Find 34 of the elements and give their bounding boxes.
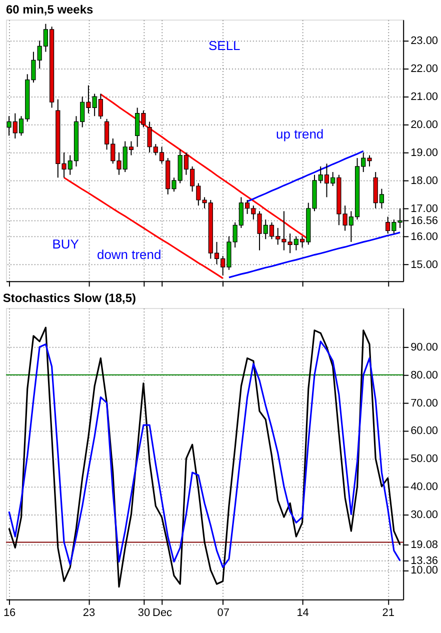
y-tick-label: 23.00 — [410, 35, 438, 48]
annotation: SELL — [208, 38, 240, 53]
annotation: down trend — [97, 246, 162, 262]
line-series — [228, 232, 401, 278]
y-tick-label: 20.00 — [410, 118, 438, 131]
line-series — [246, 150, 364, 202]
y-tick-label: 10.00 — [410, 564, 438, 577]
annotation: up trend — [276, 126, 324, 142]
y-tick-label: 80.00 — [410, 369, 438, 382]
y-tick-label: 15.00 — [410, 258, 438, 271]
x-tick-label: 16 — [3, 606, 16, 619]
y-tick-label: 18.00 — [410, 174, 438, 187]
y-tick-label: 40.00 — [410, 480, 438, 493]
x-tick-label: Dec — [152, 606, 173, 619]
chart-title: 60 min,5 weeks — [6, 2, 94, 17]
y-tick-label: 19.08 — [410, 539, 438, 552]
y-tick-label: 50.00 — [410, 453, 438, 466]
x-tick-label: 07 — [217, 606, 230, 619]
x-tick-label: 30 — [138, 606, 150, 619]
y-tick-label: 17.00 — [410, 202, 438, 215]
y-tick-label: 30.00 — [410, 508, 438, 521]
y-tick-label: 16.56 — [410, 215, 438, 228]
x-tick-label: 14 — [296, 606, 309, 619]
x-tick-label: 23 — [82, 606, 96, 619]
y-tick-label: 19.00 — [410, 146, 438, 159]
annotation: BUY — [52, 236, 80, 252]
y-tick-label: 16.00 — [410, 230, 438, 243]
y-tick-label: 21.00 — [410, 91, 438, 104]
y-tick-label: 22.00 — [410, 63, 438, 76]
y-tick-label: 70.00 — [410, 397, 438, 410]
chart-title: Stochastics Slow (18,5) — [2, 291, 136, 306]
x-tick-label: 21 — [382, 606, 394, 619]
y-tick-label: 90.00 — [410, 342, 438, 354]
y-tick-label: 60.00 — [410, 425, 438, 438]
